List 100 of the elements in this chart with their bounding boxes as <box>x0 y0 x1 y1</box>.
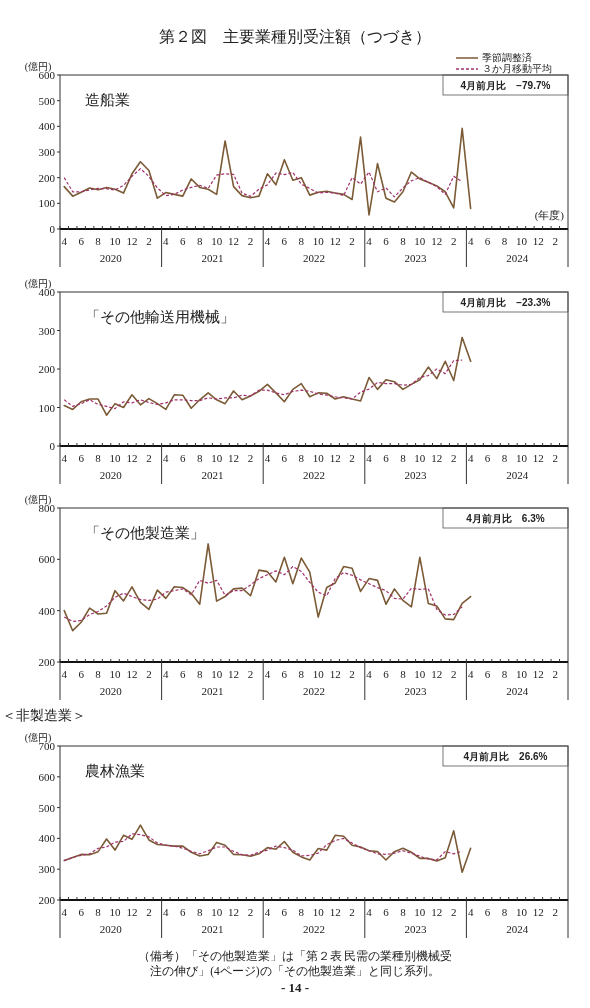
y-tick-label: 400 <box>38 120 56 133</box>
y-tick-label: 0 <box>49 440 56 452</box>
x-tick-label: 10 <box>211 452 223 464</box>
y-tick-label: 300 <box>38 863 56 876</box>
chart-title: ＜非製造業＞ <box>2 708 86 723</box>
x-tick-label: 10 <box>414 452 426 464</box>
text: 「その他製造業」 <box>85 525 205 541</box>
x-tick-label: 4 <box>163 452 170 464</box>
x-tick-label: 12 <box>126 452 138 464</box>
x-tick-label: 2 <box>146 906 152 918</box>
x-tick-label: 2 <box>247 235 254 247</box>
x-tick-label: 10 <box>109 906 122 918</box>
text: 2023 <box>404 923 428 935</box>
x-tick-label: 10 <box>312 235 325 247</box>
x-tick-label: 12 <box>431 452 443 464</box>
x-tick-label: 2 <box>247 906 254 918</box>
line-series <box>63 824 472 874</box>
x-tick-label: 12 <box>228 668 240 680</box>
chart-title: 第２図 主要業種別受注額（つづき） <box>159 28 431 45</box>
y-tick-label: 0 <box>49 223 56 235</box>
x-tick-label: 2 <box>146 235 152 247</box>
x-tick-label: 8 <box>501 668 508 680</box>
x-tick-label: 12 <box>431 906 443 918</box>
x-tick-label: 8 <box>501 906 508 918</box>
text: 2023 <box>404 685 428 697</box>
y-tick-label: 600 <box>38 553 56 566</box>
x-tick-label: 10 <box>312 906 325 918</box>
x-tick-label: 12 <box>228 452 240 464</box>
x-tick-label: 2 <box>247 668 254 680</box>
x-tick-label: 2 <box>450 452 457 464</box>
x-tick-label: 10 <box>211 906 223 918</box>
x-tick-label: 4 <box>366 906 373 918</box>
x-tick-label: 6 <box>281 668 288 680</box>
x-tick-label: 12 <box>532 906 544 918</box>
y-tick-label: 200 <box>38 656 56 668</box>
x-tick-label: 6 <box>180 235 187 247</box>
x-tick-label: 12 <box>431 668 443 680</box>
x-tick-label: 4 <box>163 906 170 918</box>
line-series <box>63 543 472 632</box>
text: 2022 <box>303 469 325 481</box>
x-tick-label: 10 <box>414 668 426 680</box>
text: 2022 <box>303 685 325 697</box>
x-tick-label: 4 <box>366 452 373 464</box>
x-tick-label: 12 <box>329 235 341 247</box>
x-tick-label: 6 <box>281 906 288 918</box>
x-tick-label: 10 <box>109 668 122 680</box>
annotation: 4月前月比 26.6% <box>463 751 548 762</box>
x-tick-label: 8 <box>95 668 102 680</box>
x-tick-label: 6 <box>484 906 491 918</box>
y-tick-label: 500 <box>38 801 56 814</box>
text: 2021 <box>201 685 224 697</box>
y-tick-label: 200 <box>38 171 56 184</box>
text: 2024 <box>506 252 529 264</box>
x-tick-label: 8 <box>298 668 305 680</box>
x-tick-label: 12 <box>532 235 544 247</box>
x-tick-label: 6 <box>180 452 187 464</box>
y-tick-label: 100 <box>38 197 56 210</box>
x-tick-label: 12 <box>329 906 341 918</box>
line-series <box>63 833 463 862</box>
text: 2023 <box>404 252 428 264</box>
x-tick-label: 8 <box>400 906 407 918</box>
x-tick-label: 12 <box>126 668 138 680</box>
annotation: 4月前月比 −79.7% <box>460 80 551 91</box>
x-tick-label: 10 <box>211 668 223 680</box>
text: 2022 <box>303 252 325 264</box>
x-tick-label: 10 <box>515 235 528 247</box>
x-tick-label: 12 <box>532 668 544 680</box>
text: 2021 <box>201 923 224 935</box>
text: 2020 <box>99 923 123 935</box>
text: 農林漁業 <box>85 763 145 779</box>
text: - 14 - <box>280 980 310 995</box>
y-tick-label: 200 <box>38 363 56 375</box>
x-tick-label: 4 <box>467 235 474 247</box>
x-tick-label: 10 <box>312 452 325 464</box>
x-tick-label: 4 <box>264 668 271 680</box>
x-tick-label: 2 <box>450 906 457 918</box>
line-series <box>63 565 463 623</box>
x-tick-label: 2 <box>552 235 559 247</box>
x-tick-label: 8 <box>298 235 305 247</box>
x-tick-label: 4 <box>61 906 68 918</box>
legend-label: ３か月移動平均 <box>482 63 552 74</box>
x-tick-label: 10 <box>515 906 528 918</box>
y-tick-label: 500 <box>38 94 56 107</box>
text: 2024 <box>506 469 529 481</box>
x-tick-label: 2 <box>450 668 457 680</box>
x-tick-label: 2 <box>349 906 355 918</box>
x-tick-label: 4 <box>467 906 474 918</box>
x-tick-label: 6 <box>383 235 390 247</box>
x-tick-label: 4 <box>163 235 170 247</box>
x-tick-label: 6 <box>484 235 491 247</box>
x-tick-label: 10 <box>312 668 325 680</box>
x-tick-label: 2 <box>349 452 355 464</box>
x-tick-label: 2 <box>552 906 559 918</box>
text: 「その他輸送用機械」 <box>85 309 235 325</box>
x-tick-label: 2 <box>552 668 559 680</box>
x-tick-label: 10 <box>414 235 426 247</box>
x-tick-label: 2 <box>146 452 152 464</box>
annotation: 4月前月比 −23.3% <box>460 297 551 308</box>
x-tick-label: 12 <box>228 906 240 918</box>
x-tick-label: 6 <box>383 452 390 464</box>
